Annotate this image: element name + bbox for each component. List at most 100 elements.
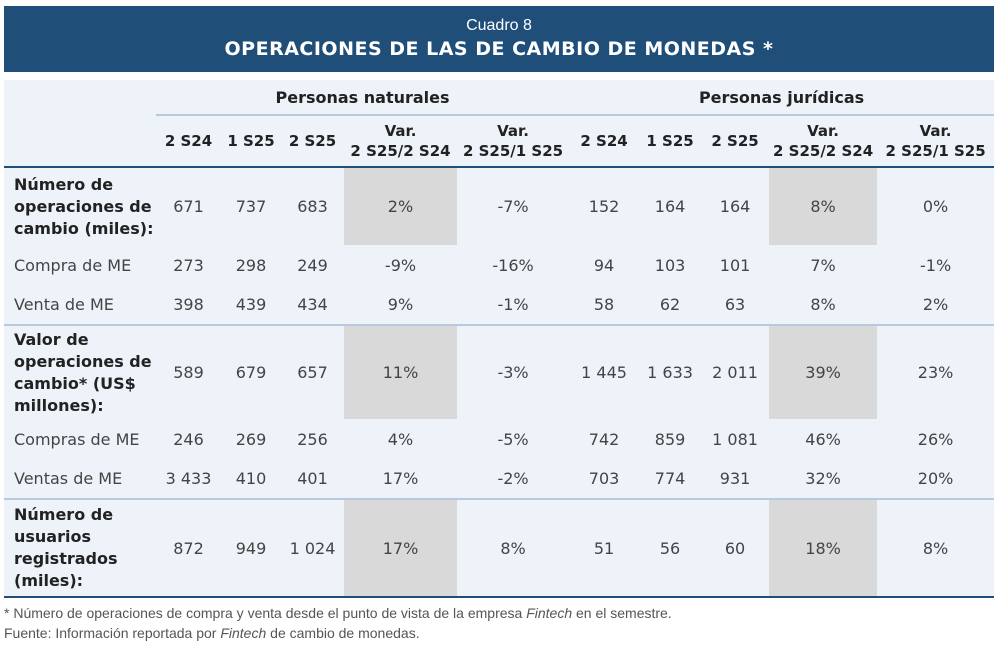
- table-cell: 401: [297, 469, 328, 488]
- column-header: 2 S25: [711, 132, 759, 150]
- table-cell: 63: [724, 295, 746, 314]
- table-cell: 17%: [382, 469, 419, 488]
- table-cell: 39%: [769, 325, 878, 419]
- table-cell: -2%: [497, 469, 529, 488]
- table-cell: 1 633: [647, 363, 693, 382]
- table-cell: 249: [297, 255, 328, 275]
- table-cell: 742: [588, 429, 620, 449]
- table-cell: 398: [173, 295, 204, 314]
- table-cell: 872: [173, 538, 204, 558]
- table-cell: 11%: [344, 325, 457, 419]
- footnotes: * Número de operaciones de compra y vent…: [4, 603, 994, 643]
- footnote-source: Fuente: Información reportada por Fintec…: [4, 623, 994, 643]
- table-cell: 9%: [387, 295, 414, 314]
- table-cell: 46%: [805, 429, 841, 449]
- row-label: Número de usuarios registrados (miles):: [14, 505, 118, 590]
- table-cell: 703: [588, 469, 620, 488]
- table-cell: -16%: [492, 255, 534, 275]
- table-cell: 298: [235, 255, 267, 275]
- table-title: OPERACIONES DE LAS DE CAMBIO DE MONEDAS …: [224, 38, 774, 60]
- table-cell: 26%: [917, 429, 954, 449]
- table-cell: 164: [654, 197, 686, 216]
- row-label: Venta de ME: [14, 295, 114, 314]
- table-cell: 3 433: [165, 469, 212, 488]
- table-cell: 1 445: [581, 363, 627, 382]
- table-cell: 94: [593, 255, 615, 275]
- table-row: Compras de ME 246 269 256 4% -5% 742 859 1 081 46…: [4, 419, 994, 459]
- table-row: Número de usuarios registrados (miles): 8…: [4, 499, 995, 597]
- table-cell: 1 081: [712, 429, 758, 449]
- group-header-row: Personas naturales Personas jurídicas: [4, 80, 995, 116]
- table-cell: -1%: [497, 295, 529, 314]
- source-text: Fuente: Información reportada por: [4, 625, 221, 641]
- data-table: Personas naturales Personas jurídicas 2 …: [4, 80, 995, 598]
- table-cell: 2 011: [712, 363, 758, 382]
- footnote-text: * Número de operaciones de compra y vent…: [4, 605, 527, 621]
- column-header: Var. 2 S25/2 S24: [350, 122, 451, 160]
- table-cell: 273: [173, 255, 204, 275]
- column-header: 2 S25: [288, 132, 337, 150]
- group-personas-naturales: Personas naturales: [156, 80, 570, 116]
- row-label: Compras de ME: [14, 429, 140, 449]
- footnote-asterisk: * Número de operaciones de compra y vent…: [4, 603, 994, 623]
- table-cell: 949: [235, 538, 267, 558]
- table-cell: 2%: [922, 295, 949, 314]
- table-cell: 23%: [917, 363, 954, 382]
- table-body: Número de operaciones de cambio (miles):…: [4, 167, 995, 597]
- table-cell: 859: [654, 429, 686, 449]
- table-cell: 683: [297, 197, 328, 216]
- table-row: Valor de operaciones de cambio* (US$ mil…: [4, 325, 994, 419]
- table-cell: 7%: [810, 255, 836, 275]
- row-label: Valor de operaciones de cambio* (US$ mil…: [14, 329, 152, 415]
- column-header: 1 S25: [227, 132, 275, 150]
- row-label: Número de operaciones de cambio (miles):: [14, 174, 154, 238]
- column-header: Var. 2 S25/1 S25: [462, 122, 564, 160]
- table-cell: 32%: [805, 469, 841, 488]
- row-label: Compra de ME: [14, 255, 132, 275]
- table-cell: 164: [719, 197, 751, 216]
- table-cell: 0%: [922, 197, 949, 216]
- table-cell: 152: [588, 197, 620, 216]
- table-number: Cuadro 8: [466, 17, 532, 34]
- table-cell: 51: [593, 538, 615, 558]
- table-cell: -5%: [497, 429, 529, 449]
- table-cell: 434: [297, 295, 328, 314]
- table-row: Compra de ME 273 298 249 -9% -16% 94 103 101 7% -1…: [4, 245, 994, 285]
- table-cell: -3%: [497, 363, 529, 382]
- table-cell: 931: [719, 469, 751, 488]
- table-cell: 101: [719, 255, 751, 275]
- table-cell: -1%: [920, 255, 952, 275]
- table-cell: 56: [659, 538, 681, 558]
- table-frame: Cuadro 8 OPERACIONES DE LAS DE CAMBIO DE…: [4, 6, 995, 598]
- table-cell: 1 024: [289, 538, 336, 558]
- table-row: Ventas de ME 3 433 410 401 17% -2% 703 774 931 32…: [4, 459, 995, 499]
- table-cell: 269: [235, 429, 267, 449]
- table-cell: 2%: [344, 167, 457, 245]
- title-bar: Cuadro 8 OPERACIONES DE LAS DE CAMBIO DE…: [4, 6, 994, 72]
- table-cell: 58: [593, 295, 615, 314]
- table-cell: 62: [659, 295, 681, 314]
- table-cell: 103: [654, 255, 686, 275]
- source-italic: Fintech: [220, 625, 267, 641]
- table-row: Venta de ME 398 439 434 9% -1% 58 62 63 8% 2%: [4, 285, 995, 325]
- table-cell: 737: [235, 197, 267, 216]
- column-header: Var. 2 S25/1 S25: [885, 122, 986, 160]
- table-cell: 8%: [922, 538, 949, 558]
- empty-corner: [4, 115, 156, 167]
- table-cell: 8%: [500, 538, 526, 558]
- table-cell: 18%: [769, 499, 878, 597]
- table-cell: 246: [173, 429, 204, 449]
- column-header: 2 S24: [164, 132, 213, 150]
- group-personas-juridicas: Personas jurídicas: [569, 80, 995, 116]
- empty-corner: [4, 80, 156, 115]
- table-cell: 774: [654, 469, 686, 488]
- table-cell: 439: [235, 295, 267, 314]
- table-cell: 657: [297, 363, 328, 382]
- table-cell: 8%: [810, 295, 836, 314]
- table-cell: 589: [173, 363, 204, 382]
- table-cell: 20%: [917, 469, 954, 488]
- table-cell: 256: [297, 429, 328, 449]
- table-cell: 4%: [387, 429, 414, 449]
- table-row: Número de operaciones de cambio (miles):…: [4, 167, 994, 245]
- column-header: 2 S24: [580, 132, 628, 150]
